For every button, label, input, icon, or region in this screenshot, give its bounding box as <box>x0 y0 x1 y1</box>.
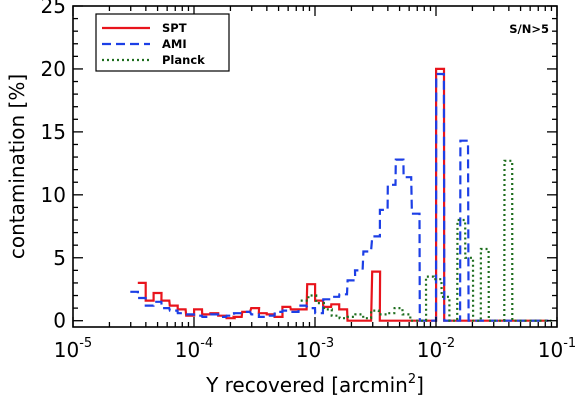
x-tick-label: 10-4 <box>175 336 213 362</box>
y-tick-label: 0 <box>53 309 66 333</box>
legend-box <box>95 13 230 72</box>
legend-label-ami: AMI <box>162 37 187 51</box>
axis-ticks <box>72 5 558 327</box>
y-tick-label: 20 <box>41 57 66 81</box>
legend-label-spt: SPT <box>162 21 187 35</box>
y-tick-label: 10 <box>41 183 66 207</box>
snr-annotation: S/N>5 <box>509 22 549 36</box>
x-tick-label: 10-1 <box>538 336 576 362</box>
x-tick-label: 10-3 <box>296 336 334 362</box>
tick-labels: 0 5 10 15 20 25 10-5 10-4 10-3 10-2 10-1 <box>41 0 577 362</box>
x-tick-label: 10-5 <box>54 336 92 362</box>
series-line-ami <box>130 72 549 322</box>
plot-series-group <box>130 67 552 322</box>
series-line-spt <box>137 67 549 322</box>
legend-label-planck: Planck <box>162 53 205 67</box>
legend: SPT AMI Planck <box>95 13 230 72</box>
x-tick-label: 10-2 <box>417 336 455 362</box>
y-tick-label: 25 <box>41 0 66 18</box>
series-line-planck <box>300 159 552 322</box>
y-tick-label: 15 <box>41 120 66 144</box>
x-axis-label: Y recovered [arcmin2] <box>205 372 424 397</box>
y-tick-label: 5 <box>53 246 66 270</box>
y-axis-label: contamination [%] <box>5 74 29 259</box>
